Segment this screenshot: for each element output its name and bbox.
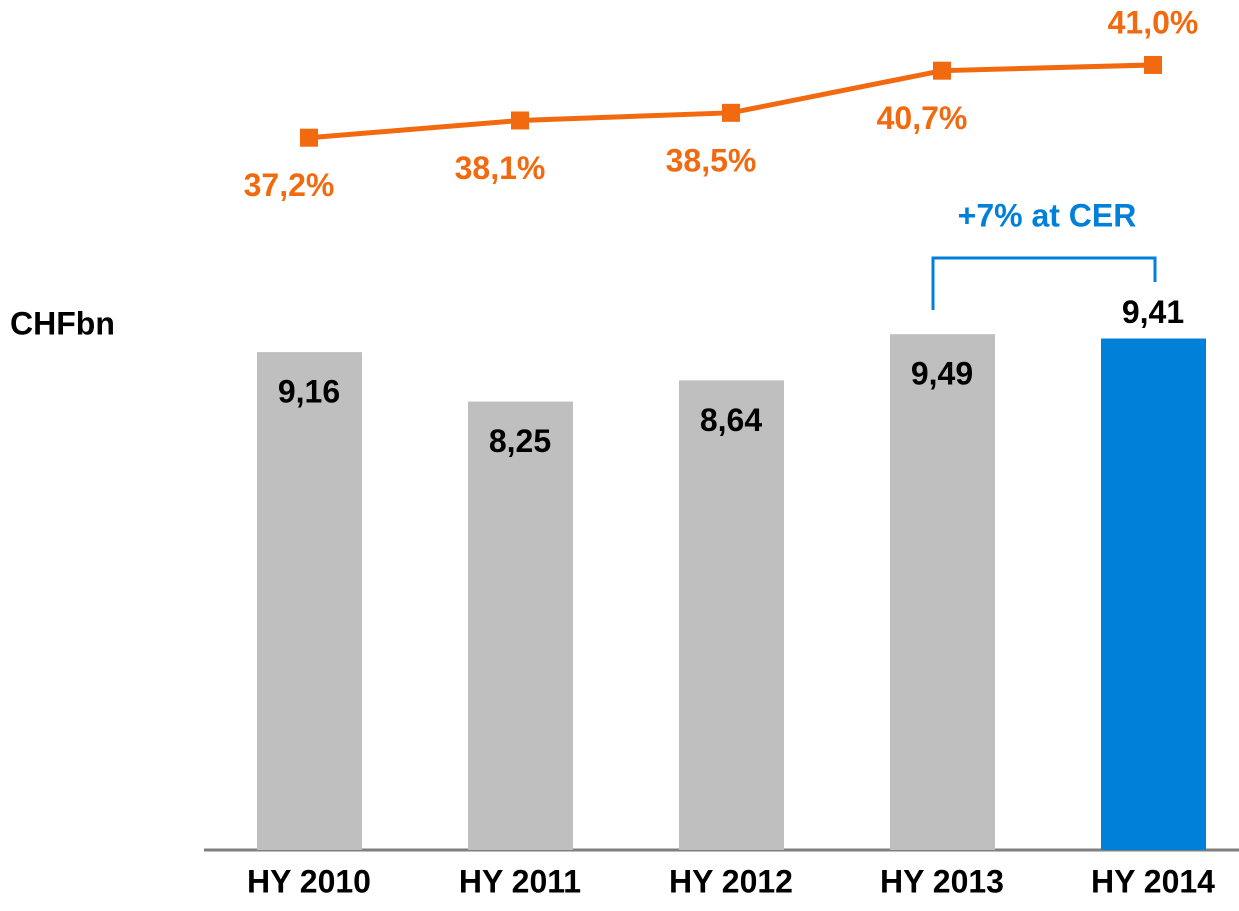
x-tick-label: HY 2010	[247, 863, 371, 899]
bar	[1101, 338, 1206, 850]
bar-value-label: 8,64	[700, 402, 762, 438]
annotation-bracket	[931, 256, 1157, 310]
annotation: +7% at CER	[958, 197, 1137, 233]
line-value-label: 41,0%	[1108, 4, 1199, 40]
line-marker	[722, 103, 740, 122]
bar	[679, 380, 784, 850]
bar	[890, 334, 995, 850]
line-marker	[300, 128, 318, 147]
line-value-label: 38,5%	[666, 142, 757, 178]
x-tick-label: HY 2012	[669, 863, 793, 899]
bar-value-label: 8,25	[489, 423, 551, 459]
x-tick-label: HY 2014	[1091, 863, 1215, 899]
x-tick-label: HY 2013	[880, 863, 1004, 899]
bar-value-label: 9,41	[1122, 294, 1184, 330]
line-value-label: 40,7%	[877, 100, 968, 136]
y-axis-label: CHFbn	[10, 305, 115, 341]
line-marker	[1144, 55, 1162, 74]
bar-value-label: 9,16	[278, 374, 340, 410]
line-value-label: 37,2%	[244, 167, 335, 203]
x-tick-label: HY 2011	[459, 863, 581, 899]
line-marker	[933, 61, 951, 80]
line-marker	[511, 111, 529, 130]
bar	[257, 352, 362, 850]
line	[308, 62, 1154, 141]
line-value-label: 38,1%	[455, 150, 546, 186]
bar	[468, 401, 573, 850]
bar-value-label: 9,49	[911, 356, 973, 392]
